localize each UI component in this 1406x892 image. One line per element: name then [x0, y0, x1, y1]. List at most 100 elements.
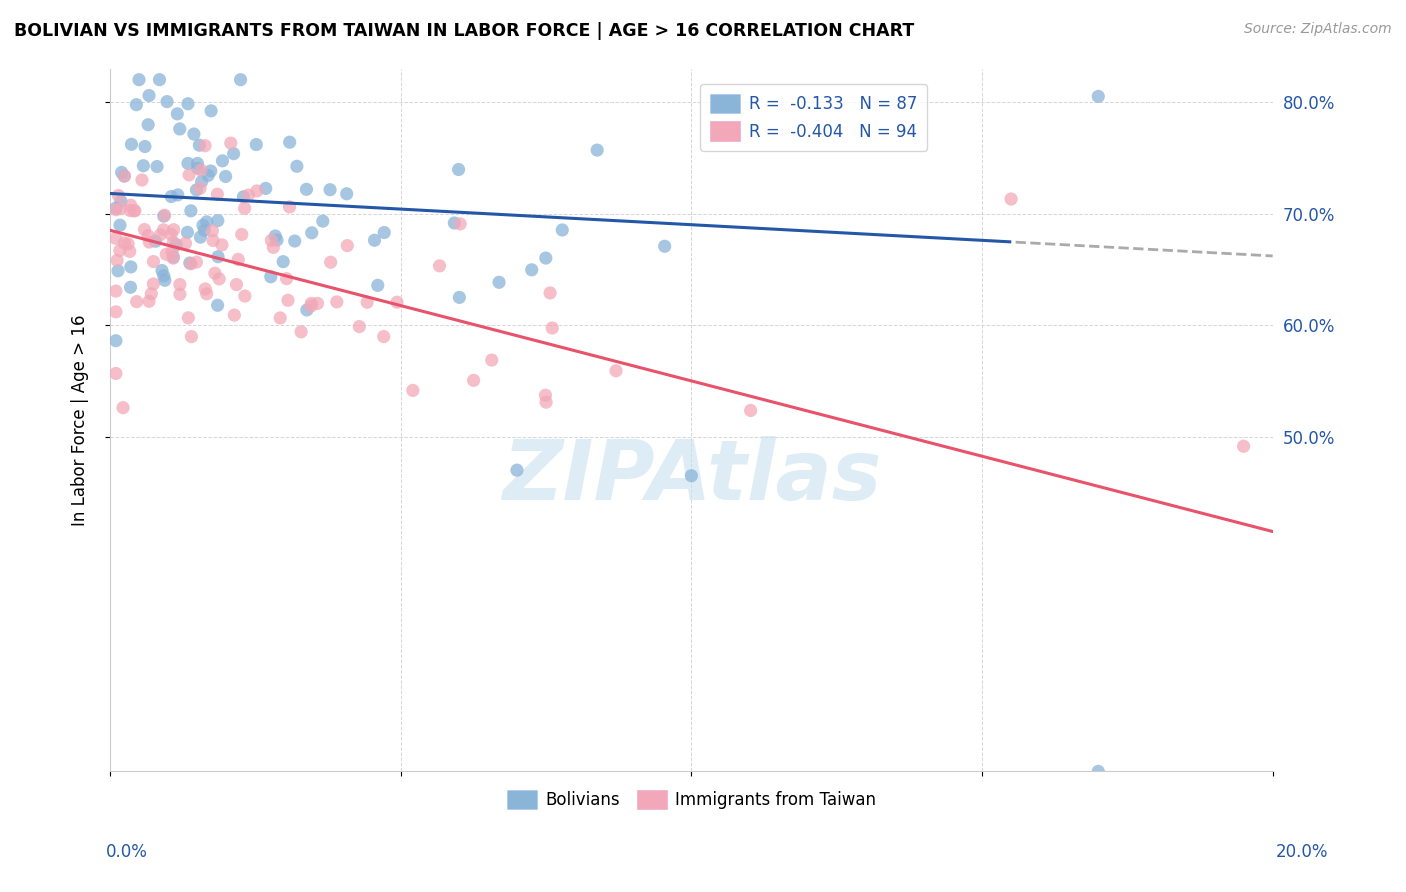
- Point: [138, 235, 160, 249]
- Point: [233, 289, 256, 303]
- Point: [152, 223, 174, 237]
- Legend: Bolivians, Immigrants from Taiwan: Bolivians, Immigrants from Taiwan: [501, 783, 883, 816]
- Point: [152, 268, 174, 283]
- Point: [134, 222, 156, 236]
- Text: BOLIVIAN VS IMMIGRANTS FROM TAIWAN IN LABOR FORCE | AGE > 16 CORRELATION CHART: BOLIVIAN VS IMMIGRANTS FROM TAIWAN IN LA…: [14, 22, 914, 40]
- Point: [219, 136, 242, 150]
- Point: [142, 277, 165, 291]
- Point: [367, 278, 389, 293]
- Point: [146, 160, 169, 174]
- Point: [104, 284, 127, 298]
- Point: [180, 203, 202, 218]
- Point: [654, 239, 676, 253]
- Point: [150, 263, 173, 277]
- Point: [356, 295, 378, 310]
- Point: [538, 285, 561, 300]
- Point: [307, 296, 329, 310]
- Point: [160, 189, 183, 203]
- Point: [162, 235, 184, 250]
- Point: [160, 244, 183, 259]
- Point: [190, 230, 212, 244]
- Point: [402, 384, 425, 398]
- Point: [180, 329, 202, 343]
- Point: [238, 188, 260, 202]
- Point: [319, 255, 342, 269]
- Point: [163, 223, 186, 237]
- Point: [166, 187, 188, 202]
- Point: [1087, 764, 1109, 779]
- Point: [197, 169, 219, 183]
- Point: [224, 308, 246, 322]
- Point: [231, 227, 253, 242]
- Point: [110, 194, 132, 209]
- Point: [177, 96, 200, 111]
- Point: [124, 203, 146, 218]
- Point: [121, 137, 143, 152]
- Point: [149, 227, 172, 242]
- Point: [118, 244, 141, 259]
- Text: Source: ZipAtlas.com: Source: ZipAtlas.com: [1244, 22, 1392, 37]
- Point: [194, 282, 217, 296]
- Text: 20.0%: 20.0%: [1277, 843, 1329, 861]
- Point: [534, 251, 557, 265]
- Point: [153, 273, 176, 287]
- Text: ZIPAtlas: ZIPAtlas: [502, 435, 882, 516]
- Point: [481, 353, 503, 368]
- Point: [301, 226, 323, 240]
- Point: [122, 203, 145, 218]
- Point: [276, 271, 298, 285]
- Point: [193, 223, 215, 237]
- Point: [264, 229, 287, 244]
- Point: [284, 234, 307, 248]
- Point: [262, 240, 284, 254]
- Point: [226, 252, 249, 267]
- Point: [194, 138, 217, 153]
- Point: [285, 159, 308, 173]
- Point: [186, 156, 208, 170]
- Point: [520, 262, 543, 277]
- Point: [136, 228, 159, 243]
- Point: [190, 163, 212, 178]
- Point: [177, 168, 200, 182]
- Point: [132, 159, 155, 173]
- Point: [156, 95, 179, 109]
- Point: [112, 169, 135, 183]
- Point: [229, 72, 252, 87]
- Point: [107, 264, 129, 278]
- Point: [266, 233, 288, 247]
- Point: [112, 235, 135, 250]
- Point: [166, 107, 188, 121]
- Point: [278, 200, 301, 214]
- Point: [131, 173, 153, 187]
- Point: [211, 238, 233, 252]
- Point: [208, 272, 231, 286]
- Point: [188, 181, 211, 195]
- Point: [200, 103, 222, 118]
- Point: [120, 280, 142, 294]
- Point: [211, 153, 233, 168]
- Point: [195, 286, 218, 301]
- Point: [207, 213, 229, 227]
- Point: [108, 244, 131, 258]
- Point: [104, 367, 127, 381]
- Point: [207, 298, 229, 312]
- Point: [233, 201, 256, 215]
- Point: [110, 165, 132, 179]
- Point: [246, 184, 269, 198]
- Point: [200, 164, 222, 178]
- Point: [373, 226, 395, 240]
- Point: [125, 294, 148, 309]
- Point: [443, 216, 465, 230]
- Point: [160, 227, 183, 242]
- Point: [449, 290, 471, 304]
- Point: [1087, 89, 1109, 103]
- Point: [148, 72, 170, 87]
- Point: [183, 127, 205, 141]
- Point: [506, 463, 529, 477]
- Point: [290, 325, 312, 339]
- Point: [169, 277, 191, 292]
- Point: [169, 122, 191, 136]
- Point: [541, 321, 564, 335]
- Point: [1232, 439, 1254, 453]
- Point: [174, 236, 197, 251]
